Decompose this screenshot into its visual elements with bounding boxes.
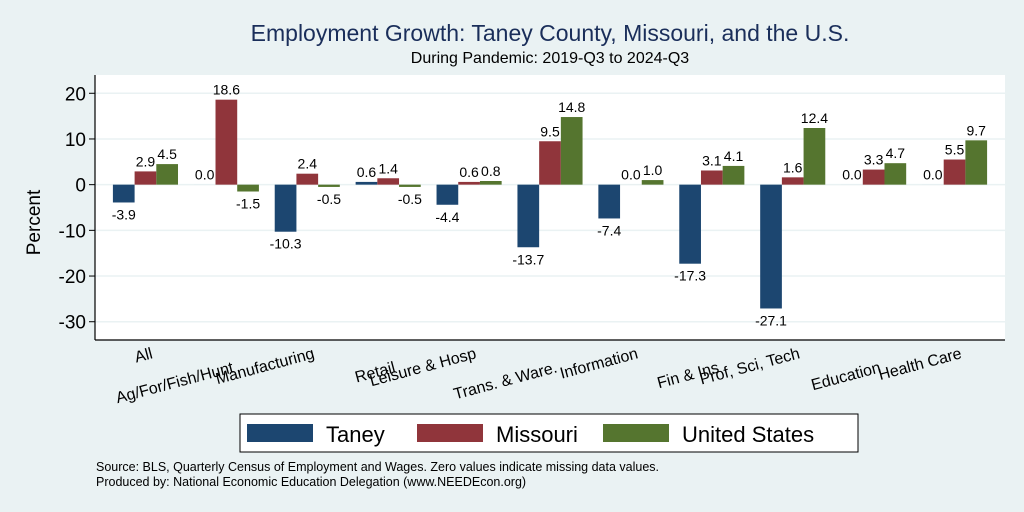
y-tick-label: -20 — [59, 267, 86, 288]
bar-missouri — [862, 169, 885, 185]
data-label: 3.3 — [864, 152, 884, 168]
x-tick-label: Prof, Sci, Tech — [698, 345, 802, 388]
bar-united-states — [884, 163, 907, 185]
producer-note: Produced by: National Economic Education… — [96, 475, 527, 489]
data-label: -1.5 — [236, 196, 260, 212]
legend-label: Missouri — [496, 422, 578, 447]
chart-title: Employment Growth: Taney County, Missour… — [250, 20, 850, 46]
data-label: 0.0 — [923, 167, 943, 183]
data-label: -0.5 — [398, 191, 422, 207]
x-tick-label: Education — [810, 359, 883, 394]
data-label: 2.4 — [298, 156, 318, 172]
bar-taney — [112, 184, 135, 203]
bar-missouri — [134, 171, 157, 185]
bar-united-states — [318, 184, 340, 187]
data-label: 18.6 — [213, 82, 240, 98]
bar-missouri — [458, 181, 480, 185]
data-label: -13.7 — [512, 251, 544, 267]
data-label: 5.5 — [945, 142, 965, 158]
legend — [239, 413, 859, 453]
data-label: -0.5 — [317, 191, 341, 207]
data-label: 0.0 — [842, 167, 862, 183]
bar-taney — [598, 184, 621, 219]
bar-missouri — [296, 173, 319, 185]
x-tick-label: Manufacturing — [214, 345, 316, 388]
bar-united-states — [156, 164, 179, 185]
data-label: 14.8 — [558, 99, 585, 115]
bar-united-states — [237, 184, 259, 192]
data-label: 1.4 — [378, 160, 398, 176]
data-label: -10.3 — [270, 236, 302, 252]
bar-taney — [760, 184, 782, 309]
data-label: 0.8 — [481, 163, 501, 179]
data-label: 2.9 — [136, 153, 156, 169]
y-tick-label: 0 — [75, 176, 86, 197]
data-label: 0.6 — [357, 164, 377, 180]
data-label: -17.3 — [674, 268, 706, 284]
data-label: -4.4 — [435, 209, 459, 225]
bar-taney — [274, 184, 297, 232]
data-label: -3.9 — [112, 206, 136, 222]
legend-swatch — [417, 424, 483, 442]
plot-area — [95, 75, 1005, 340]
data-label: 12.4 — [801, 110, 828, 126]
bar-missouri — [377, 178, 400, 185]
data-label: 1.0 — [643, 162, 663, 178]
data-label: -7.4 — [597, 222, 621, 238]
bar-taney — [355, 181, 378, 185]
legend-label: Taney — [326, 422, 385, 447]
data-label: 9.7 — [967, 122, 987, 138]
bar-united-states — [399, 184, 421, 187]
data-label: 9.5 — [540, 123, 560, 139]
bar-missouri — [215, 99, 238, 185]
data-label: 0.0 — [621, 167, 641, 183]
bar-united-states — [641, 180, 664, 185]
data-label: 4.5 — [157, 146, 177, 162]
x-tick-label: Trans. & Ware. — [452, 359, 559, 403]
data-label: 1.6 — [783, 159, 803, 175]
data-label: 3.1 — [702, 152, 722, 168]
bar-missouri — [781, 177, 804, 185]
data-label: 4.7 — [886, 145, 906, 161]
x-tick-label: All — [133, 345, 155, 366]
source-note: Source: BLS, Quarterly Census of Employm… — [96, 460, 660, 474]
bar-united-states — [722, 165, 745, 185]
bar-united-states — [560, 117, 583, 185]
data-label: 4.1 — [724, 148, 744, 164]
x-tick-label: Information — [558, 345, 640, 382]
bar-missouri — [539, 141, 561, 185]
legend-label: United States — [682, 422, 814, 447]
x-tick-label: Health Care — [877, 345, 964, 384]
bar-missouri — [700, 170, 723, 185]
y-tick-label: -10 — [59, 221, 86, 242]
y-tick-label: 20 — [65, 84, 86, 105]
bar-taney — [517, 184, 540, 248]
y-axis-label: Percent — [24, 189, 45, 255]
legend-swatch — [247, 424, 313, 442]
y-tick-label: -30 — [59, 313, 86, 334]
bar-united-states — [803, 128, 826, 185]
data-label: 0.0 — [195, 167, 215, 183]
chart-subtitle: During Pandemic: 2019-Q3 to 2024-Q3 — [410, 50, 690, 67]
data-label: -27.1 — [755, 312, 787, 328]
bar-united-states — [479, 181, 502, 185]
data-label: 0.6 — [459, 164, 479, 180]
legend-swatch — [603, 424, 669, 442]
y-tick-label: 10 — [65, 130, 86, 151]
bar-taney — [436, 184, 459, 205]
bar-taney — [679, 184, 701, 264]
bar-united-states — [965, 140, 988, 185]
bar-missouri — [943, 159, 966, 185]
